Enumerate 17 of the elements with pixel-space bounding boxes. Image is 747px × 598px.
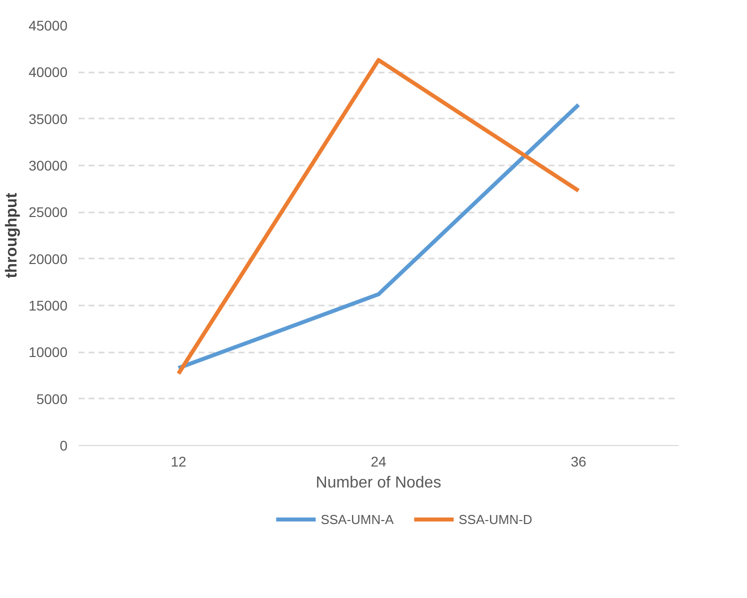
x-axis-title: Number of Nodes [316, 474, 442, 492]
y-tick-label: 0 [60, 438, 68, 454]
legend-label: SSA-UMN-D [458, 512, 532, 526]
y-tick-label: 25000 [28, 204, 68, 220]
legend-label: SSA-UMN-A [320, 512, 394, 526]
y-tick-label: 5000 [36, 390, 68, 407]
y-tick-label: 45000 [28, 18, 68, 34]
x-tick-label: 36 [570, 454, 586, 470]
y-tick-label: 15000 [28, 298, 68, 314]
x-tick-label: 12 [170, 454, 186, 470]
x-tick-label: 24 [370, 454, 386, 470]
y-tick-label: 30000 [28, 158, 68, 174]
y-tick-label: 10000 [28, 344, 68, 360]
y-tick-label: 40000 [28, 64, 68, 80]
y-tick-label: 35000 [28, 110, 68, 127]
y-tick-label: 20000 [28, 250, 68, 267]
y-axis-title: throughput [4, 192, 21, 278]
